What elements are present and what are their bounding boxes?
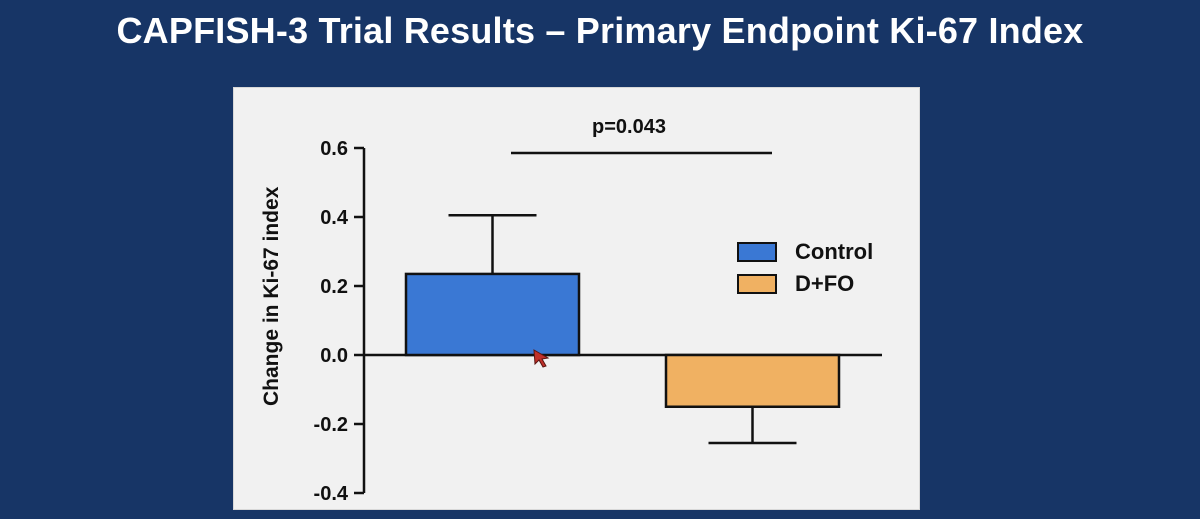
mouse-pointer-icon <box>533 349 550 368</box>
legend-item-dfo: D+FO <box>737 268 873 300</box>
significance-label: p=0.043 <box>592 116 666 138</box>
y-tick-label: 0.4 <box>320 207 349 229</box>
y-axis-label: Change in Ki-67 index <box>260 186 283 406</box>
chart-panel: -0.4 -0.2 0.0 0.2 0.4 0.6 Change in Ki-67 ind… <box>233 87 920 510</box>
y-tick-label: 0.6 <box>320 138 348 160</box>
legend-label-dfo: D+FO <box>795 271 855 296</box>
bar-chart: -0.4 -0.2 0.0 0.2 0.4 0.6 <box>314 138 882 505</box>
legend-item-control: Control <box>737 236 873 268</box>
y-tick-label: 0.2 <box>320 276 348 298</box>
legend-swatch-dfo <box>737 274 777 294</box>
bar-control <box>404 272 581 357</box>
legend-swatch-control <box>737 242 777 262</box>
bar-d-fo <box>664 353 841 408</box>
y-tick-label: 0.0 <box>320 345 348 367</box>
legend-label-control: Control <box>795 239 874 264</box>
page-title: CAPFISH-3 Trial Results – Primary Endpoi… <box>116 10 1084 51</box>
legend: Control D+FO <box>737 236 873 300</box>
y-tick-label: -0.4 <box>314 483 349 505</box>
y-tick-label: -0.2 <box>314 414 348 436</box>
